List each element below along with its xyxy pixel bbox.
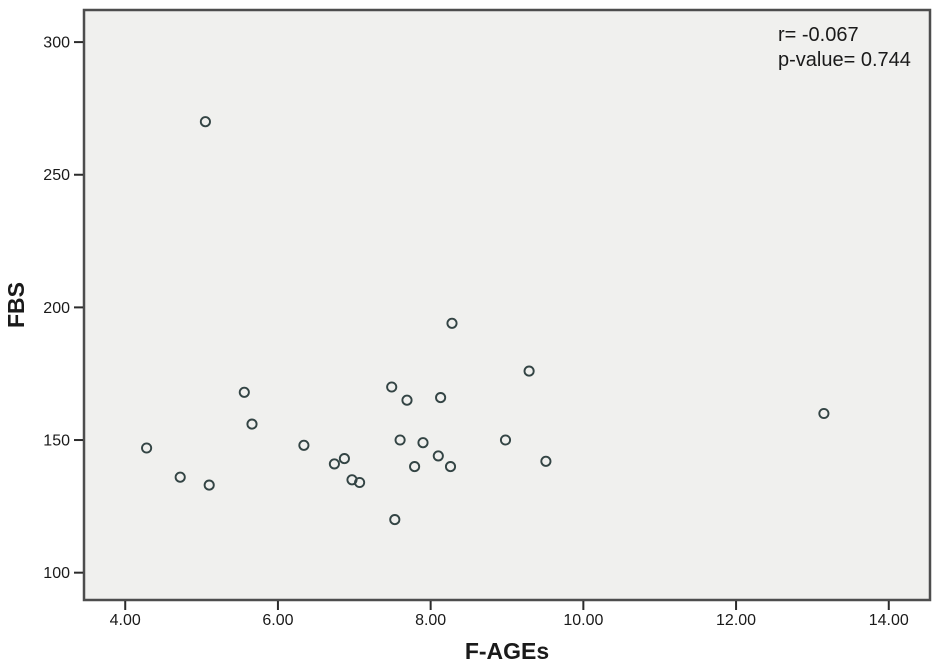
data-point xyxy=(394,434,406,446)
data-point xyxy=(523,365,535,377)
x-axis: 4.00 6.00 8.00 10.00 12.00 14.00 xyxy=(110,601,909,629)
data-point xyxy=(203,479,215,491)
x-tick-label: 12.00 xyxy=(716,612,756,629)
y-tick-label: 300 xyxy=(43,35,70,52)
data-point xyxy=(298,439,310,451)
data-point xyxy=(499,434,512,446)
data-point xyxy=(540,455,552,467)
data-point xyxy=(409,461,421,473)
data-point xyxy=(389,514,401,526)
data-point xyxy=(386,381,398,393)
data-point xyxy=(354,476,366,489)
data-point xyxy=(417,437,429,449)
data-point xyxy=(818,407,830,420)
data-point xyxy=(401,394,413,406)
x-tick-label: 14.00 xyxy=(869,612,909,629)
y-tick-label: 250 xyxy=(43,167,70,184)
y-tick-label: 150 xyxy=(43,433,70,450)
correlation-r-annotation: r= -0.067 xyxy=(778,24,859,46)
data-point xyxy=(446,317,458,329)
data-point xyxy=(246,418,258,430)
x-tick-label: 10.00 xyxy=(563,612,603,629)
data-point xyxy=(435,392,447,404)
plot-area xyxy=(82,8,932,602)
data-points-layer xyxy=(141,116,830,526)
data-point xyxy=(238,386,250,398)
data-point xyxy=(338,453,350,465)
x-tick-label: 4.00 xyxy=(110,612,141,629)
data-point xyxy=(444,461,457,473)
data-point xyxy=(174,471,186,483)
y-axis-title: FBS xyxy=(3,282,29,328)
x-tick-label: 6.00 xyxy=(262,612,293,629)
data-point xyxy=(141,442,153,454)
y-tick-label: 200 xyxy=(43,300,70,317)
y-tick-label: 100 xyxy=(43,565,70,582)
data-point xyxy=(432,450,444,462)
data-point xyxy=(328,458,340,470)
x-axis-title: F-AGEs xyxy=(465,638,549,664)
data-point xyxy=(199,116,211,128)
y-axis: 100 150 200 250 300 xyxy=(43,35,83,582)
x-tick-label: 8.00 xyxy=(415,612,446,629)
correlation-pvalue-annotation: p-value= 0.744 xyxy=(778,49,911,71)
